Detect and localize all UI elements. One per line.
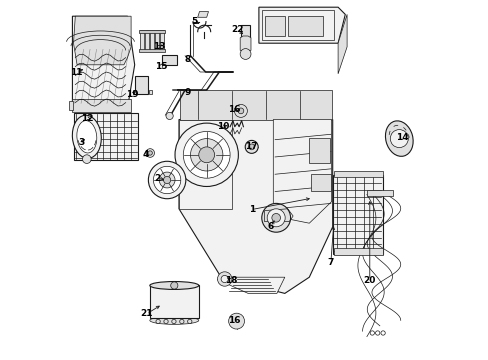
- Ellipse shape: [149, 282, 199, 289]
- Bar: [134, 76, 148, 94]
- Ellipse shape: [149, 316, 199, 324]
- Text: 17: 17: [244, 142, 257, 151]
- Text: 22: 22: [230, 25, 243, 34]
- Bar: [261, 10, 333, 40]
- Circle shape: [380, 331, 385, 335]
- Bar: [139, 49, 164, 52]
- Text: 21: 21: [140, 310, 153, 319]
- Bar: [288, 16, 322, 36]
- Polygon shape: [240, 36, 250, 50]
- Text: 2: 2: [154, 174, 160, 183]
- Circle shape: [228, 313, 244, 329]
- Circle shape: [159, 172, 175, 188]
- Polygon shape: [221, 277, 284, 293]
- Polygon shape: [179, 120, 231, 209]
- Polygon shape: [337, 14, 346, 74]
- Text: 10: 10: [217, 122, 229, 131]
- Bar: [145, 30, 148, 51]
- Bar: [140, 30, 143, 51]
- Bar: [162, 55, 177, 65]
- Text: 6: 6: [267, 222, 273, 231]
- Circle shape: [221, 275, 228, 283]
- Bar: [333, 171, 382, 177]
- Bar: [149, 285, 199, 318]
- Bar: [332, 175, 382, 254]
- Circle shape: [238, 108, 244, 114]
- Ellipse shape: [77, 121, 97, 153]
- Bar: [139, 30, 164, 33]
- Bar: [366, 190, 392, 196]
- Text: 9: 9: [184, 88, 190, 97]
- Circle shape: [153, 166, 181, 194]
- Bar: [133, 90, 136, 94]
- Text: 19: 19: [125, 90, 138, 99]
- Text: 14: 14: [395, 133, 407, 142]
- Polygon shape: [179, 120, 332, 293]
- Bar: [155, 30, 159, 51]
- Polygon shape: [72, 16, 134, 108]
- Bar: [310, 174, 330, 191]
- Polygon shape: [197, 12, 208, 17]
- Circle shape: [266, 209, 285, 227]
- Circle shape: [145, 149, 154, 157]
- Text: 7: 7: [327, 258, 333, 266]
- Circle shape: [369, 331, 374, 335]
- Bar: [265, 16, 285, 36]
- Text: 20: 20: [363, 276, 375, 284]
- Bar: [241, 25, 249, 38]
- Bar: [69, 101, 73, 110]
- Text: 13: 13: [152, 42, 165, 51]
- Circle shape: [190, 139, 223, 171]
- Bar: [160, 30, 163, 51]
- Circle shape: [148, 151, 152, 155]
- Circle shape: [234, 104, 247, 117]
- Circle shape: [244, 140, 258, 153]
- Text: 12: 12: [81, 114, 93, 122]
- Circle shape: [199, 147, 214, 163]
- Circle shape: [156, 319, 160, 324]
- Bar: [150, 30, 153, 51]
- Text: 11: 11: [70, 68, 82, 77]
- Circle shape: [179, 319, 183, 324]
- Polygon shape: [73, 16, 131, 65]
- Polygon shape: [273, 120, 331, 223]
- Bar: [148, 90, 151, 94]
- Text: 3: 3: [79, 138, 85, 147]
- Circle shape: [148, 161, 185, 199]
- Circle shape: [171, 319, 176, 324]
- Circle shape: [187, 319, 192, 324]
- Circle shape: [166, 112, 173, 120]
- Circle shape: [163, 319, 168, 324]
- Circle shape: [389, 130, 407, 148]
- Circle shape: [375, 331, 379, 335]
- Circle shape: [163, 176, 170, 184]
- Circle shape: [170, 282, 178, 289]
- Circle shape: [183, 131, 230, 178]
- Circle shape: [240, 49, 250, 59]
- Text: 4: 4: [142, 150, 148, 159]
- Circle shape: [175, 123, 238, 186]
- Bar: [309, 138, 329, 163]
- Circle shape: [261, 203, 290, 232]
- Circle shape: [248, 144, 254, 150]
- Circle shape: [271, 213, 280, 222]
- Ellipse shape: [72, 115, 101, 158]
- Polygon shape: [258, 7, 345, 43]
- Bar: [333, 248, 382, 255]
- Text: 5: 5: [191, 17, 198, 26]
- Text: 16: 16: [228, 105, 240, 114]
- Bar: [72, 99, 131, 112]
- Ellipse shape: [385, 121, 412, 156]
- Text: 1: 1: [248, 205, 254, 214]
- Bar: [73, 113, 138, 160]
- Circle shape: [82, 155, 91, 163]
- Text: 15: 15: [154, 62, 167, 71]
- Text: 18: 18: [224, 276, 237, 284]
- Text: 8: 8: [184, 55, 190, 64]
- Polygon shape: [179, 90, 331, 120]
- Text: 16: 16: [228, 316, 240, 325]
- Circle shape: [217, 272, 231, 286]
